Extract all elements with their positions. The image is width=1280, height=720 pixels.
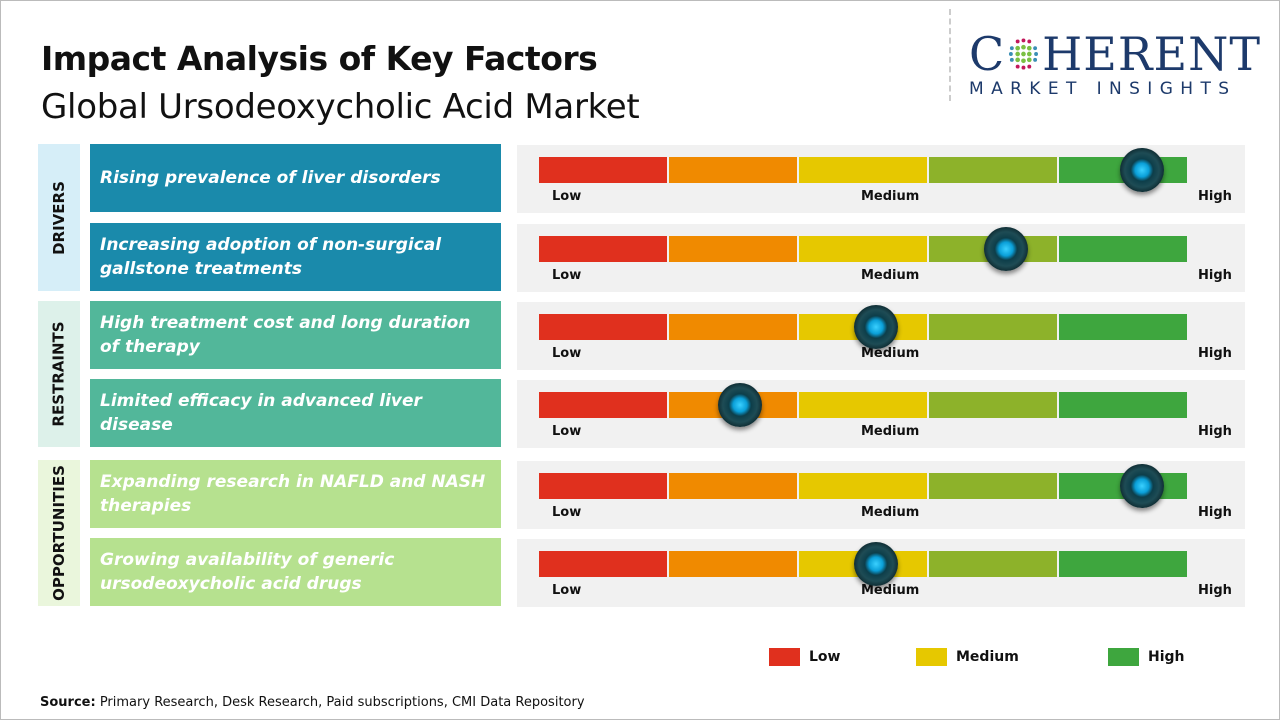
legend-swatch-high — [1108, 648, 1139, 666]
legend-medium: Medium — [916, 648, 1019, 666]
scale-medium: Medium — [861, 346, 920, 361]
gauge-bar — [539, 157, 1187, 183]
gauge-bar — [539, 392, 1187, 418]
scale-low: Low — [552, 505, 582, 520]
impact-gauge: Low Medium High — [517, 145, 1245, 213]
logo-letter: C — [969, 27, 1006, 81]
gauge-bar — [539, 236, 1187, 262]
impact-indicator — [1119, 148, 1164, 192]
gauge-segment — [669, 236, 797, 262]
scale-medium: Medium — [861, 424, 920, 439]
scale-low: Low — [552, 424, 582, 439]
category-label: DRIVERS — [50, 180, 69, 255]
gauge-segment — [669, 157, 797, 183]
gauge-segment — [929, 157, 1057, 183]
impact-gauge: Low Medium High — [517, 461, 1245, 529]
factor-label: Growing availability of generic ursodeox… — [90, 538, 501, 606]
impact-indicator — [717, 383, 762, 427]
gauge-segment — [929, 551, 1057, 577]
scale-medium: Medium — [861, 268, 920, 283]
gauge-segment — [1059, 236, 1187, 262]
gauge-segment — [929, 473, 1057, 499]
legend-label: Low — [809, 649, 841, 665]
source-label: Source: — [40, 695, 96, 710]
gauge-segment — [799, 157, 927, 183]
source-note: Source: Primary Research, Desk Research,… — [40, 695, 585, 710]
scale-medium: Medium — [861, 583, 920, 598]
category-restraints: RESTRAINTS — [38, 301, 80, 447]
category-label: RESTRAINTS — [50, 321, 69, 427]
source-text: Primary Research, Desk Research, Paid su… — [95, 695, 585, 710]
scale-medium: Medium — [861, 505, 920, 520]
factor-label: Expanding research in NAFLD and NASH the… — [90, 460, 501, 528]
gauge-segment — [539, 157, 667, 183]
legend-label: Medium — [956, 649, 1019, 665]
gauge-segment — [539, 314, 667, 340]
divider — [949, 9, 951, 101]
category-opportunities: OPPORTUNITIES — [38, 460, 80, 606]
gauge-segment — [669, 473, 797, 499]
legend-swatch-low — [769, 648, 800, 666]
legend-label: High — [1148, 649, 1185, 665]
scale-low: Low — [552, 583, 582, 598]
factor-label: Limited efficacy in advanced liver disea… — [90, 379, 501, 447]
gauge-segment — [1059, 551, 1187, 577]
scale-low: Low — [552, 189, 582, 204]
gauge-segment — [799, 473, 927, 499]
impact-gauge: Low Medium High — [517, 302, 1245, 370]
scale-high: High — [1198, 505, 1232, 520]
scale-high: High — [1198, 189, 1232, 204]
gauge-segment — [539, 236, 667, 262]
logo-word: HERENT — [1042, 27, 1261, 81]
gauge-segment — [1059, 392, 1187, 418]
scale-high: High — [1198, 424, 1232, 439]
impact-indicator — [983, 227, 1028, 271]
globe-icon — [1009, 38, 1039, 70]
gauge-segment — [539, 473, 667, 499]
gauge-segment — [799, 392, 927, 418]
scale-medium: Medium — [861, 189, 920, 204]
factor-label: Increasing adoption of non-surgical gall… — [90, 223, 501, 291]
gauge-segment — [929, 392, 1057, 418]
gauge-bar — [539, 473, 1187, 499]
legend-low: Low — [769, 648, 840, 666]
category-label: OPPORTUNITIES — [50, 465, 68, 601]
scale-high: High — [1198, 583, 1232, 598]
legend-high: High — [1108, 648, 1185, 666]
category-drivers: DRIVERS — [38, 144, 80, 291]
gauge-segment — [929, 314, 1057, 340]
factor-label: High treatment cost and long duration of… — [90, 301, 501, 369]
company-logo: C HERENT MARKET INSIGHTS — [969, 31, 1261, 99]
impact-gauge: Low Medium High — [517, 380, 1245, 448]
gauge-segment — [669, 551, 797, 577]
gauge-bar — [539, 551, 1187, 577]
gauge-segment — [539, 392, 667, 418]
scale-high: High — [1198, 268, 1232, 283]
legend-swatch-medium — [916, 648, 947, 666]
scale-high: High — [1198, 346, 1232, 361]
page-subtitle: Global Ursodeoxycholic Acid Market — [41, 87, 640, 127]
gauge-segment — [799, 236, 927, 262]
gauge-segment — [669, 314, 797, 340]
impact-gauge: Low Medium High — [517, 539, 1245, 607]
page-title: Impact Analysis of Key Factors — [41, 39, 598, 78]
impact-indicator — [853, 542, 898, 586]
gauge-segment — [1059, 314, 1187, 340]
gauge-segment — [539, 551, 667, 577]
impact-indicator — [1119, 464, 1164, 508]
factor-label: Rising prevalence of liver disorders — [90, 144, 501, 212]
impact-gauge: Low Medium High — [517, 224, 1245, 292]
scale-low: Low — [552, 346, 582, 361]
impact-indicator — [853, 305, 898, 349]
scale-low: Low — [552, 268, 582, 283]
logo-subtitle: MARKET INSIGHTS — [969, 79, 1237, 99]
